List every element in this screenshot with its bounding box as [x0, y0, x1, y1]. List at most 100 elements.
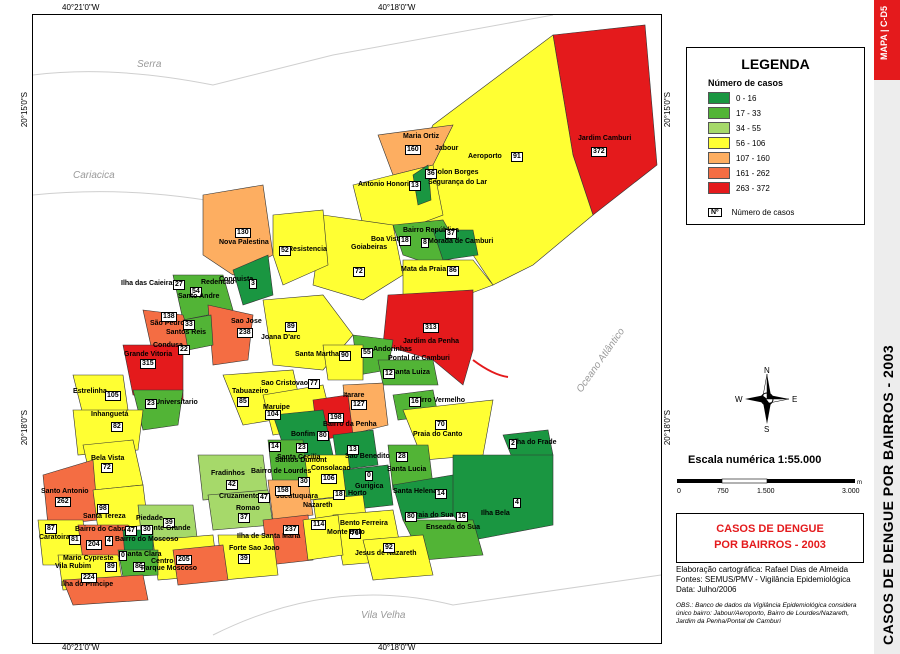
bairro-name[interactable]: Goiabeiras: [351, 244, 388, 251]
bairro-name[interactable]: Boa Vista: [371, 236, 403, 243]
bairro-name[interactable]: Joana D'arc: [261, 334, 301, 341]
bairro-name[interactable]: Itarare: [343, 392, 365, 399]
bairro-name[interactable]: Mata da Praia: [401, 266, 447, 273]
bairro-name[interactable]: Bela Vista: [91, 455, 125, 462]
bairro-name[interactable]: Bento Ferreira: [340, 520, 388, 527]
legend-label: 56 - 106: [736, 138, 766, 148]
bairro-name[interactable]: Piedade: [136, 515, 163, 522]
legend-class-0: 0 - 16: [708, 92, 756, 104]
bairro-name[interactable]: Redencao: [201, 279, 235, 286]
bairro-name[interactable]: Horto: [348, 490, 367, 497]
compass-e: E: [792, 395, 797, 404]
bairro-name[interactable]: Vila Rubim: [55, 563, 92, 570]
bairro-name[interactable]: Romao: [236, 505, 260, 512]
bairro-name[interactable]: Bairro do Cabral: [75, 526, 130, 533]
bairro-name[interactable]: Praia do Canto: [413, 431, 463, 438]
bairro-name[interactable]: Tabuazeiro: [232, 388, 269, 395]
bairro-name[interactable]: Bairro do Moscoso: [115, 536, 179, 543]
bairro-case-count: 92: [383, 543, 395, 553]
bairro-name[interactable]: Gurigica: [355, 483, 384, 490]
bairro-name[interactable]: Forte Sao Joao: [229, 545, 280, 552]
bairro-case-count: 106: [321, 474, 337, 484]
bairro-case-count: 90: [339, 351, 351, 361]
bairro-name[interactable]: Santa Tereza: [83, 513, 126, 520]
bairro-name[interactable]: Jesus de Nazareth: [355, 550, 417, 557]
bairro-name[interactable]: Condusa: [153, 342, 183, 349]
bairro-name[interactable]: Jardim da Penha: [403, 338, 460, 345]
bairro-name[interactable]: Santa Cecilia: [277, 454, 321, 461]
bairro-name[interactable]: Universitario: [155, 399, 198, 406]
bairro-name[interactable]: Solon Borges: [433, 169, 479, 176]
bairro-name[interactable]: Ilha do Principe: [61, 581, 114, 588]
map-code-badge: MAPA | C-D5: [874, 0, 900, 80]
bairro-name[interactable]: Santo Antonio: [41, 488, 89, 495]
bairro-name[interactable]: Bonfim: [291, 431, 316, 438]
bairro-name[interactable]: Grande Vitoria: [124, 351, 173, 358]
map-title-box: CASOS DE DENGUE POR BAIRROS - 2003: [676, 513, 864, 563]
bairro-name[interactable]: Enseada do Sua: [426, 524, 481, 531]
bairro-name[interactable]: Santa Helena: [393, 488, 437, 495]
bairro-name[interactable]: Santos Dumont: [275, 457, 327, 464]
number-symbol-box: Nº: [708, 207, 722, 217]
bairro-name[interactable]: Jucutuquara: [276, 493, 319, 500]
bairro-name[interactable]: Morada de Camburi: [428, 238, 494, 245]
bairro-name[interactable]: Fradinhos: [211, 470, 245, 477]
credit-author: Elaboração cartográfica: Rafael Dias de …: [676, 565, 849, 574]
bairro-name[interactable]: Bairro da Penha: [323, 421, 377, 428]
bairro-name[interactable]: São Pedro: [150, 320, 185, 327]
bairro-name[interactable]: Sao Jose: [231, 318, 262, 325]
bairro-case-count: 16: [456, 512, 468, 522]
bairro-name[interactable]: Santos Reis: [166, 329, 207, 336]
bairro-name[interactable]: Parque Moscoso: [141, 565, 198, 572]
bairro-name[interactable]: Andorinhas: [373, 346, 412, 353]
bairro-name[interactable]: Estrelinha: [73, 388, 107, 395]
bairro-case-count: 105: [105, 391, 121, 401]
bairro-name[interactable]: Praia do Sua: [411, 512, 454, 519]
bairro-name[interactable]: Maruipe: [263, 404, 290, 411]
bairro-name[interactable]: Jardim Camburi: [578, 135, 632, 142]
bairro-name[interactable]: Bairro República: [403, 227, 460, 234]
bairro-name[interactable]: Ilha de Santa Maria: [237, 533, 301, 540]
coord-left-bottom: 20°18'0"S: [20, 410, 29, 446]
bairro-name[interactable]: Segurança do Lar: [428, 179, 488, 186]
coord-right-bottom: 20°18'0"S: [663, 410, 672, 446]
bairro-name[interactable]: Antonio Honorio: [358, 181, 414, 188]
bairro-name[interactable]: Sao Cristovao: [261, 380, 309, 387]
coord-top-right: 40°18'0"W: [378, 3, 416, 12]
bairro-name[interactable]: Santa Martha: [295, 351, 339, 358]
legend-class-2: 34 - 55: [708, 122, 761, 134]
bairro-case-count: 14: [435, 489, 447, 499]
bairro-name[interactable]: Ilha das Caieiras: [121, 280, 177, 287]
bairro-name[interactable]: Fonte Grande: [145, 525, 191, 532]
bairro-name[interactable]: Santa Clara: [123, 551, 162, 558]
bairro-name[interactable]: Ilha Bela: [481, 510, 510, 517]
bairro-name[interactable]: Nova Palestina: [219, 239, 269, 246]
bairro-name[interactable]: Cruzamento: [219, 493, 260, 500]
bairro-name[interactable]: Santo Andre: [178, 293, 220, 300]
bairro-name[interactable]: Santa Luiza: [391, 369, 430, 376]
bairro-name[interactable]: Nazareth: [303, 502, 333, 509]
bairro-name[interactable]: Aeroporto: [468, 153, 502, 160]
bairro-case-count: 238: [237, 328, 253, 338]
bairro-name[interactable]: Centro: [151, 558, 174, 565]
bairro-name[interactable]: Santa Lucia: [387, 466, 427, 473]
map-svg: [33, 15, 661, 643]
region-vila-velha: Vila Velha: [361, 610, 406, 621]
map-canvas[interactable]: Serra Cariacica Vila Velha Oceano Atlânt…: [32, 14, 662, 644]
bairro-name[interactable]: Maria Ortiz: [403, 133, 440, 140]
bairro-name[interactable]: Resistencia: [288, 246, 327, 253]
bairro-name[interactable]: Bairro de Lourdes: [251, 468, 312, 475]
bairro-name[interactable]: Bairro Vermelho: [411, 397, 466, 404]
bairro-name[interactable]: Jabour: [435, 145, 459, 152]
bairro-name[interactable]: Monte Belo: [327, 529, 365, 536]
scale-title: Escala numérica 1:55.000: [688, 454, 822, 466]
bairro-case-count: 72: [101, 463, 113, 473]
bairro-name[interactable]: Caratoira: [39, 534, 70, 541]
bairro-name[interactable]: Mario Cypreste: [63, 555, 114, 562]
bairro-name[interactable]: Consolacao: [311, 465, 351, 472]
bairro-name[interactable]: Sao Benedito: [345, 453, 390, 460]
bairro-name[interactable]: Conquista: [219, 276, 254, 283]
bairro-name[interactable]: Ilha do Frade: [513, 439, 557, 446]
bairro-name[interactable]: Inhanguetá: [91, 411, 129, 418]
bairro-name[interactable]: Pontal de Camburi: [388, 355, 450, 362]
